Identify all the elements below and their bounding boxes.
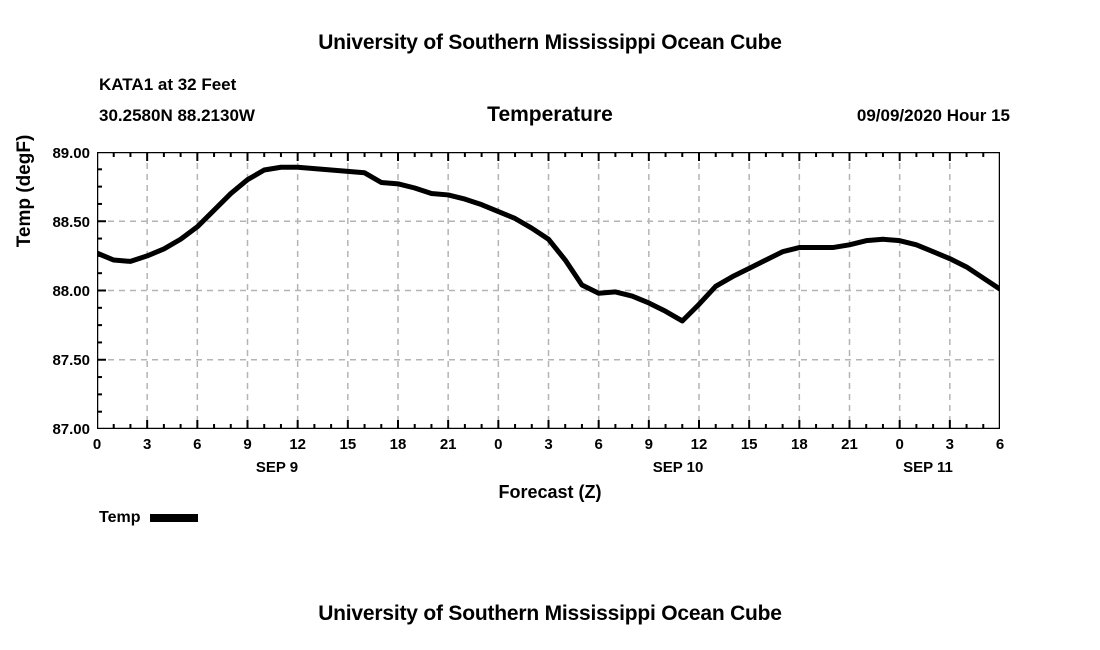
series-line-temp: [97, 164, 1000, 324]
y-tick-label: 87.50: [52, 352, 90, 369]
model-run-timestamp: 09/09/2020 Hour 15: [856, 106, 1010, 125]
chart-legend: Temp: [99, 509, 199, 527]
day-label: SEP 9: [255, 459, 299, 476]
chart-plot-area: [97, 152, 1000, 429]
y-tick-label: 88.00: [52, 283, 90, 300]
legend-label-temp: Temp: [99, 509, 141, 526]
temperature-line-chart: [97, 152, 1000, 429]
footer-title: University of Southern Mississippi Ocean…: [318, 602, 782, 625]
day-label: SEP 11: [903, 459, 953, 476]
parameter-title: Temperature: [487, 103, 613, 126]
x-tick-label: 3: [945, 436, 954, 453]
x-tick-label: 9: [644, 436, 653, 453]
y-tick-label: 88.50: [52, 214, 90, 231]
coordinates-label: 30.2580N 88.2130W: [99, 106, 255, 125]
x-tick-label: 6: [594, 436, 603, 453]
y-tick-label: 87.00: [52, 421, 90, 438]
vertical-gridlines: [146, 152, 951, 429]
horizontal-gridlines: [97, 220, 1000, 361]
x-tick-label: 9: [243, 436, 252, 453]
x-tick-label: 12: [289, 436, 306, 453]
x-tick-label: 12: [690, 436, 708, 453]
x-tick-label: 6: [193, 436, 202, 453]
y-tick-label: 89.00: [52, 145, 90, 162]
x-tick-label: 3: [142, 436, 152, 453]
x-tick-label: 0: [92, 436, 102, 453]
y-axis-label: Temp (degF): [14, 134, 35, 248]
x-tick-label: 0: [494, 436, 503, 453]
page-title: University of Southern Mississippi Ocean…: [318, 31, 782, 54]
x-tick-label: 15: [740, 436, 758, 453]
x-tick-label: 18: [389, 436, 407, 453]
x-tick-label: 21: [439, 436, 457, 453]
x-tick-label: 3: [544, 436, 553, 453]
x-tick-label: 6: [995, 436, 1005, 453]
legend-swatch-temp: [150, 514, 199, 522]
x-axis-label: Forecast (Z): [498, 482, 602, 502]
x-tick-label: 21: [841, 436, 858, 453]
station-label: KATA1 at 32 Feet: [99, 75, 237, 94]
x-tick-label: 15: [339, 436, 357, 453]
day-label: SEP 10: [652, 459, 704, 476]
x-tick-label: 18: [790, 436, 808, 453]
x-tick-label: 0: [895, 436, 904, 453]
